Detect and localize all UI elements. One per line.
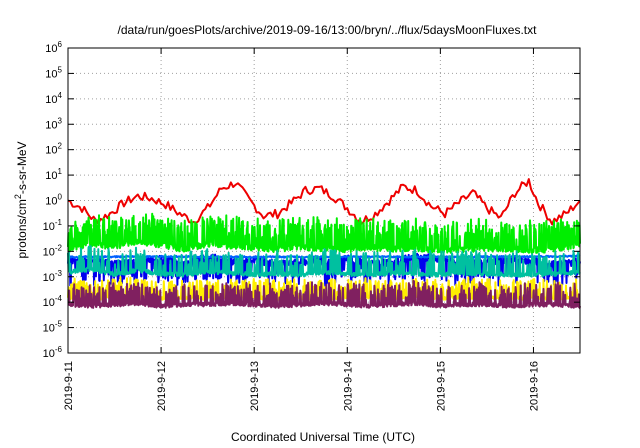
y-tick-base: 10 <box>45 43 57 55</box>
y-tick-label: 102 <box>45 142 62 157</box>
y-tick-label: 10-2 <box>43 243 63 258</box>
y-tick-exponent: 6 <box>58 40 63 49</box>
y-tick-base: 10 <box>43 246 55 258</box>
chart-title: /data/run/goesPlots/archive/2019-09-16/1… <box>118 23 538 37</box>
y-tick-label: 10-6 <box>43 345 63 360</box>
series-line-teal <box>67 245 581 278</box>
x-tick-label: 2019-9-16 <box>528 361 540 411</box>
y-tick-exponent: 2 <box>58 142 63 151</box>
y-axis-label-part-1: protons/cm <box>15 199 29 258</box>
y-tick-base: 10 <box>43 297 55 309</box>
y-tick-exponent: -1 <box>55 218 63 227</box>
x-axis-label: Coordinated Universal Time (UTC) <box>231 430 415 444</box>
y-tick-exponent: -5 <box>55 320 63 329</box>
y-tick-label: 10-1 <box>43 218 63 233</box>
data-series <box>67 178 581 309</box>
y-tick-exponent: -6 <box>55 345 63 354</box>
y-tick-base: 10 <box>45 145 57 157</box>
y-tick-base: 10 <box>43 348 55 360</box>
axis-ticks: 10-610-510-410-310-210-11001011021031041… <box>43 40 580 411</box>
x-tick-label: 2019-9-13 <box>249 361 261 411</box>
x-tick-label: 2019-9-12 <box>156 361 168 411</box>
y-tick-exponent: 1 <box>58 167 63 176</box>
y-axis-label-part-2: -s-sr-MeV <box>15 141 29 194</box>
x-tick-label: 2019-9-11 <box>63 361 75 410</box>
x-tick-label: 2019-9-15 <box>435 361 447 411</box>
y-tick-exponent: 3 <box>58 116 63 125</box>
y-tick-base: 10 <box>45 170 57 182</box>
y-tick-base: 10 <box>43 323 55 335</box>
y-tick-label: 106 <box>45 40 62 55</box>
y-tick-label: 104 <box>45 91 62 106</box>
y-axis-label: protons/cm2-s-sr-MeV <box>13 141 29 258</box>
y-axis-label-superscript: 2 <box>13 194 23 199</box>
y-tick-base: 10 <box>45 68 57 80</box>
y-tick-exponent: -2 <box>55 243 63 252</box>
y-tick-label: 10-3 <box>43 269 63 284</box>
y-tick-label: 10-4 <box>43 294 63 309</box>
series-line-red <box>67 178 581 226</box>
x-tick-label: 2019-9-14 <box>342 361 354 411</box>
y-tick-label: 103 <box>45 116 62 131</box>
y-tick-exponent: -3 <box>55 269 63 278</box>
y-tick-exponent: 4 <box>58 91 63 100</box>
y-tick-base: 10 <box>43 272 55 284</box>
y-tick-base: 10 <box>43 221 55 233</box>
y-tick-exponent: -4 <box>55 294 63 303</box>
y-tick-label: 100 <box>45 193 62 208</box>
y-tick-base: 10 <box>45 94 57 106</box>
y-tick-base: 10 <box>45 119 57 131</box>
y-tick-base: 10 <box>45 196 57 208</box>
series-line-green <box>67 212 581 255</box>
y-tick-label: 105 <box>45 65 62 80</box>
y-tick-exponent: 0 <box>58 193 63 202</box>
y-tick-exponent: 5 <box>58 65 63 74</box>
y-tick-label: 10-5 <box>43 320 63 335</box>
y-tick-label: 101 <box>45 167 62 182</box>
series-line-purple <box>67 279 581 309</box>
